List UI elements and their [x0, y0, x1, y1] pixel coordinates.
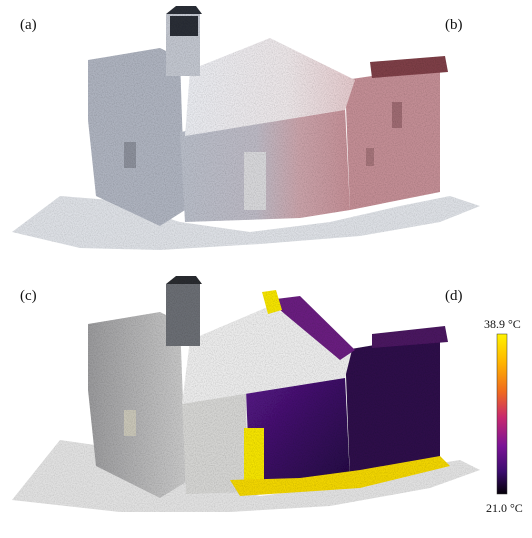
tower-cap-top [166, 6, 202, 14]
colorbar-max-label: 38.9 °C [484, 317, 521, 331]
building-top [12, 6, 480, 250]
roof-top [185, 38, 355, 136]
door-front [244, 152, 266, 210]
right-roof-edge [370, 56, 448, 78]
hot-base [230, 456, 450, 496]
window-right-1 [392, 102, 402, 128]
panel-label-c: (c) [20, 288, 37, 304]
front-wall-thermal [246, 376, 350, 492]
panel-label-a: (a) [20, 17, 37, 33]
right-wall-thermal [345, 334, 440, 480]
colorbar [496, 333, 508, 495]
window-left [124, 142, 136, 168]
panel-label-b: (b) [445, 17, 463, 33]
left-gable-wall-bottom [88, 312, 186, 498]
hot-roof-edge [262, 290, 282, 314]
front-wall-grey [182, 390, 248, 494]
left-gable-wall [88, 48, 185, 226]
building-bottom [12, 276, 480, 512]
tower-bottom [166, 284, 200, 346]
window-left-bottom [124, 410, 136, 436]
hot-door [244, 428, 264, 488]
panel-label-d: (d) [445, 288, 463, 304]
window-right-2 [366, 148, 374, 166]
colorbar-min-label: 21.0 °C [486, 501, 523, 515]
roof-edge-thermal [268, 296, 355, 360]
right-wall-top [345, 66, 440, 210]
